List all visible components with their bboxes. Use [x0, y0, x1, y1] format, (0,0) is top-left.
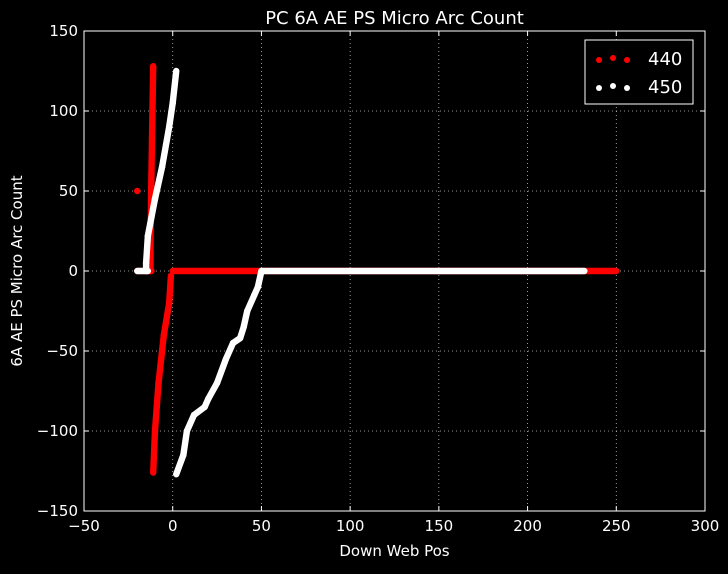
legend-box — [584, 39, 694, 105]
axis-ticks: −50 0 50 100 150 200 250 300 −150 −100 −50 0 50 100 15… — [37, 22, 720, 535]
y-tick-label: 100 — [49, 102, 78, 120]
point-run-450 — [213, 355, 230, 387]
x-tick-label: −50 — [68, 517, 100, 535]
x-tick-label: 200 — [513, 517, 542, 535]
point-run-440 — [151, 403, 160, 435]
legend-item-440: 440 — [596, 49, 682, 70]
legend-item-450: 450 — [596, 77, 682, 98]
point-run-440 — [165, 272, 175, 307]
data-point-440 — [134, 187, 141, 195]
point-run-450 — [169, 67, 180, 107]
point-run-440 — [153, 379, 162, 411]
y-tick-label: 50 — [59, 182, 78, 200]
legend-marker — [624, 57, 630, 63]
x-tick-label: 0 — [168, 517, 178, 535]
data-points — [134, 62, 620, 478]
y-tick-label: −150 — [37, 502, 78, 520]
legend-marker — [610, 55, 616, 61]
point-run-450 — [173, 451, 187, 478]
x-tick-label: 250 — [602, 517, 631, 535]
point-run-450 — [151, 163, 166, 203]
point-run-450 — [180, 427, 191, 459]
x-tick-label: 150 — [425, 517, 454, 535]
point-run-450 — [144, 195, 159, 240]
point-run-440 — [160, 299, 173, 339]
point-run-440 — [155, 347, 166, 387]
point-run-450 — [158, 123, 173, 171]
x-tick-label: 300 — [691, 517, 720, 535]
y-axis-label: 6A AE PS Micro Arc Count — [8, 175, 26, 366]
point-run-440 — [149, 427, 159, 476]
x-tick-label: 100 — [336, 517, 365, 535]
legend-label: 450 — [648, 77, 682, 98]
legend-marker — [610, 83, 616, 89]
x-tick-label: 50 — [252, 517, 271, 535]
point-run-450 — [142, 232, 152, 267]
point-run-450 — [165, 99, 176, 131]
point-run-440 — [148, 62, 157, 179]
legend-marker — [596, 57, 602, 63]
y-tick-label: −100 — [37, 422, 78, 440]
legend-marker — [624, 85, 630, 91]
series-450 — [134, 67, 588, 478]
y-tick-label: 0 — [68, 262, 78, 280]
y-tick-label: −50 — [46, 342, 78, 360]
legend-marker — [596, 85, 602, 91]
chart-title: PC 6A AE PS Micro Arc Count — [265, 8, 524, 29]
x-axis-label: Down Web Pos — [339, 542, 449, 560]
y-tick-label: 150 — [49, 22, 78, 40]
legend-label: 440 — [648, 49, 682, 70]
